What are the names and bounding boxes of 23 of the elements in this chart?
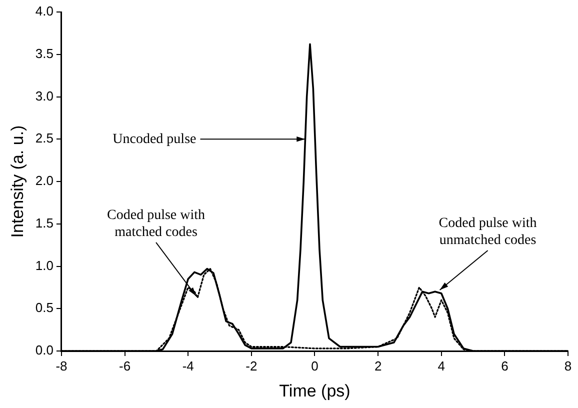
y-tick-label: 2.5 (35, 130, 54, 146)
y-tick-label: 3.0 (35, 88, 54, 104)
x-tick-label: -4 (182, 358, 194, 374)
x-tick-label: 2 (374, 358, 382, 374)
x-tick-label: 8 (564, 358, 572, 374)
x-tick-label: -2 (246, 358, 258, 374)
x-tick-label: 6 (501, 358, 508, 374)
y-tick-label: 0.5 (35, 300, 54, 316)
annotation: Uncoded pulse (112, 132, 196, 147)
x-tick-label: 0 (311, 358, 318, 374)
y-tick-label: 1.0 (35, 258, 54, 273)
x-tick-label: -8 (56, 358, 68, 374)
y-tick-label: 3.5 (35, 46, 54, 61)
x-axis-title: Time (ps) (279, 381, 350, 400)
x-tick-label: -6 (119, 358, 131, 374)
y-tick-label: 4.0 (35, 4, 54, 19)
annotation: Coded pulse with matched codes (107, 208, 206, 240)
annotation: Coded pulse with unmatched codes (438, 216, 537, 248)
x-tick-label: 4 (438, 358, 445, 374)
y-tick-label: 0.0 (35, 342, 54, 358)
y-tick-label: 2.0 (35, 173, 54, 188)
y-axis-title: Intensity (a. u.) (8, 125, 27, 238)
y-tick-label: 1.5 (35, 215, 54, 230)
